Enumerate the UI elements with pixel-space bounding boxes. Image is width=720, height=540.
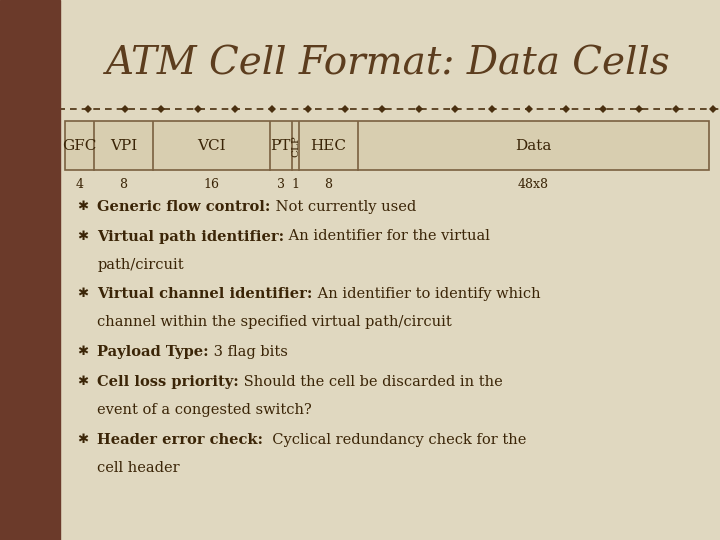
Text: ✱: ✱ bbox=[77, 200, 89, 213]
Text: Not currently used: Not currently used bbox=[271, 200, 416, 214]
Text: 8: 8 bbox=[120, 178, 127, 191]
Text: Should the cell be discarded in the: Should the cell be discarded in the bbox=[239, 375, 503, 389]
Text: Header error check:: Header error check: bbox=[97, 433, 264, 447]
Text: HEC: HEC bbox=[310, 139, 346, 153]
Text: An identifier to identify which: An identifier to identify which bbox=[312, 287, 540, 301]
Text: 3 flag bits: 3 flag bits bbox=[209, 345, 288, 359]
Text: ATM Cell Format: Data Cells: ATM Cell Format: Data Cells bbox=[107, 46, 671, 83]
Text: Virtual channel identifier:: Virtual channel identifier: bbox=[97, 287, 312, 301]
Text: Virtual path identifier:: Virtual path identifier: bbox=[97, 230, 284, 244]
Text: ✱: ✱ bbox=[77, 345, 89, 358]
Text: 48x8: 48x8 bbox=[518, 178, 549, 191]
Text: ✱: ✱ bbox=[77, 287, 89, 300]
Text: VCI: VCI bbox=[197, 139, 225, 153]
Text: CLP: CLP bbox=[291, 135, 300, 157]
Text: Cell loss priority:: Cell loss priority: bbox=[97, 375, 239, 389]
Bar bbox=[65, 122, 709, 170]
Text: 3: 3 bbox=[276, 178, 285, 191]
Text: path/circuit: path/circuit bbox=[97, 258, 184, 272]
Text: event of a congested switch?: event of a congested switch? bbox=[97, 403, 312, 417]
Text: Cyclical redundancy check for the: Cyclical redundancy check for the bbox=[264, 433, 526, 447]
Text: 4: 4 bbox=[76, 178, 84, 191]
Text: Payload Type:: Payload Type: bbox=[97, 345, 209, 359]
Text: channel within the specified virtual path/circuit: channel within the specified virtual pat… bbox=[97, 315, 452, 329]
Text: PT: PT bbox=[271, 139, 291, 153]
Text: ✱: ✱ bbox=[77, 230, 89, 242]
Text: GFC: GFC bbox=[62, 139, 96, 153]
Text: An identifier for the virtual: An identifier for the virtual bbox=[284, 230, 490, 244]
Text: 8: 8 bbox=[325, 178, 333, 191]
Text: VPI: VPI bbox=[109, 139, 137, 153]
Text: ✱: ✱ bbox=[77, 375, 89, 388]
Text: 1: 1 bbox=[292, 178, 300, 191]
Text: 16: 16 bbox=[203, 178, 220, 191]
Text: Data: Data bbox=[516, 139, 552, 153]
Text: cell header: cell header bbox=[97, 461, 180, 475]
Text: Generic flow control:: Generic flow control: bbox=[97, 200, 271, 214]
Text: ✱: ✱ bbox=[77, 433, 89, 446]
